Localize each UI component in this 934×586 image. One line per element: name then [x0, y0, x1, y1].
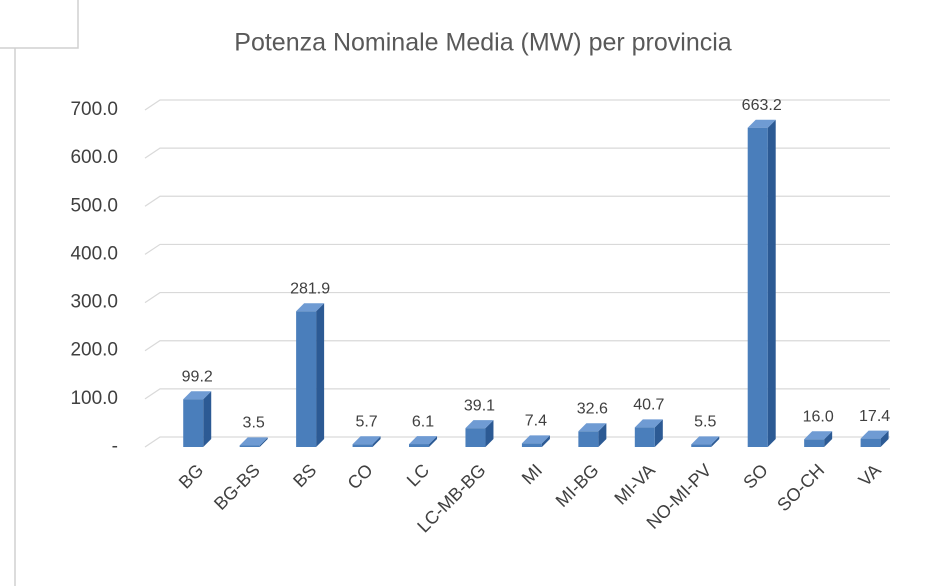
data-label: 281.9: [290, 281, 330, 298]
bar-side: [429, 436, 438, 447]
bar: [352, 444, 373, 447]
bar-side: [654, 419, 663, 447]
bar-side: [711, 436, 720, 447]
bar-top: [747, 119, 776, 128]
grid-line: [144, 243, 890, 255]
bar-side: [372, 436, 381, 447]
grid-line: [144, 195, 890, 207]
bar: [578, 431, 599, 447]
bar-top: [804, 431, 833, 440]
y-tick-label: 200.0: [70, 340, 118, 361]
bar-top: [183, 391, 212, 400]
grid-line: [144, 291, 890, 304]
bar-top: [521, 435, 550, 444]
bar: [409, 444, 430, 447]
data-label: 16.0: [803, 409, 834, 426]
data-label: 3.5: [243, 415, 265, 432]
bar-side: [598, 423, 607, 447]
data-label: 5.5: [694, 414, 716, 431]
bar-top: [352, 436, 381, 445]
bar-side: [485, 420, 494, 447]
y-tick-label: -: [112, 436, 118, 457]
grid-line: [144, 340, 890, 352]
bar-top: [634, 419, 663, 428]
data-label: 663.2: [742, 97, 782, 114]
bar: [296, 311, 317, 447]
bar: [465, 428, 486, 447]
panel-frame: [0, 0, 79, 49]
y-tick-label: 600.0: [70, 147, 118, 168]
y-tick-label: 500.0: [70, 195, 118, 216]
data-label: 6.1: [412, 413, 434, 430]
bar: [634, 427, 655, 447]
bar-side: [880, 430, 889, 447]
bar-side: [203, 391, 212, 447]
bar-side: [259, 437, 268, 447]
y-tick-label: 300.0: [70, 292, 118, 313]
bar-side: [316, 303, 325, 447]
grid-line: [144, 147, 890, 159]
y-tick-label: 700.0: [70, 99, 118, 120]
bar-top: [465, 420, 494, 429]
bar-top: [409, 436, 438, 445]
bar: [747, 127, 768, 448]
bar-top: [578, 423, 607, 432]
data-label: 40.7: [633, 397, 664, 414]
y-tick-label: 400.0: [70, 243, 118, 264]
bar: [691, 444, 712, 447]
data-label: 7.4: [525, 413, 547, 430]
bar-side: [541, 435, 550, 447]
data-label: 5.7: [355, 413, 377, 430]
bar: [239, 445, 260, 447]
data-label: 99.2: [182, 368, 213, 385]
bar-top: [860, 430, 889, 439]
data-label: 32.6: [577, 401, 608, 418]
grid-line: [144, 388, 890, 400]
y-tick-label: 100.0: [70, 388, 118, 409]
bar-side: [824, 431, 833, 447]
bar-top: [239, 437, 268, 446]
bar: [183, 399, 204, 447]
data-label: 39.1: [464, 397, 495, 414]
bar-side: [767, 119, 776, 448]
bar-top: [691, 436, 720, 445]
chart-title: Potenza Nominale Media (MW) per provinci…: [234, 29, 732, 57]
data-label: 17.4: [859, 408, 890, 425]
bar: [804, 439, 825, 447]
grid-line: [144, 99, 890, 111]
bar-top: [296, 303, 325, 312]
bar: [860, 438, 881, 447]
bar: [521, 443, 542, 447]
